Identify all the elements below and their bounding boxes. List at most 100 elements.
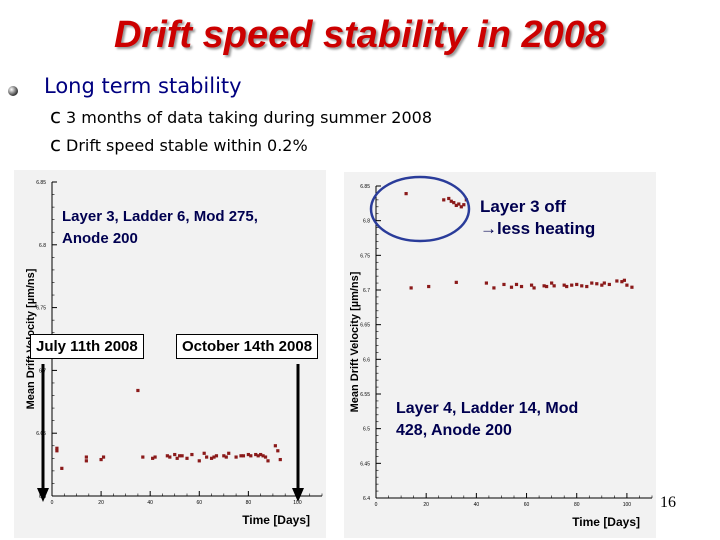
y-tick-label: 6.85	[360, 184, 370, 190]
plots-svg: 6.6 6.65 6.7 6.75 6.8 6.85 0 20 40 60 80 100 Time [D…	[0, 0, 720, 540]
y-tick-label: 6.8	[39, 243, 46, 249]
y-tick-label: 6.55	[360, 392, 370, 398]
page-number: 16	[660, 494, 676, 512]
data-point	[264, 455, 267, 458]
data-point	[198, 459, 201, 462]
data-point	[141, 455, 144, 458]
annotation-left-line2: Anode 200	[62, 228, 258, 250]
data-point	[455, 281, 458, 284]
x-tick-label: 20	[423, 502, 429, 508]
annotation-layer3-off: Layer 3 off →less heating	[480, 196, 595, 240]
data-point	[625, 284, 628, 287]
x-axis-title: Time [Days]	[242, 513, 310, 527]
data-point	[630, 286, 633, 289]
y-tick-label: 6.7	[363, 288, 370, 294]
x-tick-label: 40	[147, 500, 153, 506]
data-point	[585, 285, 588, 288]
data-point	[173, 453, 176, 456]
data-point	[249, 454, 252, 457]
x-tick-label: 80	[246, 500, 252, 506]
data-point	[410, 286, 413, 289]
x-tick-label: 20	[98, 500, 104, 506]
x-tick-label: 0	[51, 500, 54, 506]
data-point	[180, 454, 183, 457]
data-point	[608, 283, 611, 286]
data-point	[205, 455, 208, 458]
data-point	[575, 283, 578, 286]
data-point	[55, 449, 58, 452]
data-point	[153, 455, 156, 458]
annotation-left-module: Layer 3, Ladder 6, Mod 275, Anode 200	[62, 206, 258, 250]
data-point	[510, 286, 513, 289]
data-point	[565, 285, 568, 288]
y-tick-label: 6.75	[36, 306, 46, 312]
data-point	[405, 192, 408, 195]
data-point	[242, 454, 245, 457]
x-tick-label: 0	[375, 502, 378, 508]
data-point	[545, 285, 548, 288]
data-point	[190, 453, 193, 456]
data-point	[60, 467, 63, 470]
data-point	[279, 458, 282, 461]
annotation-right-line1: Layer 4, Ladder 14, Mod	[396, 398, 578, 420]
annotation-right-module: Layer 4, Ladder 14, Mod 428, Anode 200	[396, 398, 578, 442]
data-point	[185, 457, 188, 460]
data-point	[85, 455, 88, 458]
highlight-ellipse	[371, 177, 469, 241]
annotation-layer3-line2: less heating	[497, 219, 595, 238]
y-tick-label: 6.4	[363, 496, 370, 502]
tag-end-date: October 14th 2008	[176, 334, 318, 359]
right-arrow-icon: →	[480, 219, 497, 238]
x-tick-label: 100	[623, 502, 632, 508]
data-point	[225, 455, 228, 458]
data-point	[102, 455, 105, 458]
y-tick-label: 6.65	[360, 323, 370, 329]
data-point	[520, 285, 523, 288]
data-point	[168, 455, 171, 458]
data-point	[603, 281, 606, 284]
y-tick-label: 6.8	[363, 219, 370, 225]
data-point	[590, 281, 593, 284]
annotation-right-line2: 428, Anode 200	[396, 420, 578, 442]
x-tick-label: 80	[574, 502, 580, 508]
data-point	[234, 455, 237, 458]
data-point	[203, 452, 206, 455]
annotation-left-line1: Layer 3, Ladder 6, Mod 275,	[62, 206, 258, 228]
data-point	[615, 279, 618, 282]
x-tick-label: 40	[474, 502, 480, 508]
data-point	[595, 282, 598, 285]
data-point	[532, 286, 535, 289]
y-tick-label: 6.5	[363, 427, 370, 433]
data-point	[550, 281, 553, 284]
y-tick-label: 6.45	[360, 461, 370, 467]
annotation-layer3-line1: Layer 3 off	[480, 196, 595, 218]
x-tick-label: 60	[524, 502, 530, 508]
data-point	[447, 197, 450, 200]
tag-start-date: July 11th 2008	[30, 334, 144, 359]
y-tick-label: 6.75	[360, 253, 370, 259]
data-point	[457, 202, 460, 205]
data-point	[276, 449, 279, 452]
data-point	[442, 198, 445, 201]
data-point	[553, 284, 556, 287]
y-axis-title: Mean Drift Velocity [µm/ns]	[349, 271, 361, 412]
data-point	[215, 454, 218, 457]
x-axis-title: Time [Days]	[572, 515, 640, 529]
data-point	[502, 283, 505, 286]
data-point	[274, 444, 277, 447]
y-tick-label: 6.65	[36, 431, 46, 437]
data-point	[485, 281, 488, 284]
data-point	[266, 459, 269, 462]
data-point	[530, 284, 533, 287]
data-point	[515, 283, 518, 286]
y-tick-label: 6.85	[36, 180, 46, 186]
data-point	[580, 284, 583, 287]
data-point	[570, 284, 573, 287]
data-point	[427, 285, 430, 288]
y-tick-label: 6.6	[363, 357, 370, 363]
data-point	[623, 279, 626, 282]
x-tick-label: 60	[196, 500, 202, 506]
data-point	[452, 201, 455, 204]
data-point	[136, 389, 139, 392]
data-point	[462, 203, 465, 206]
